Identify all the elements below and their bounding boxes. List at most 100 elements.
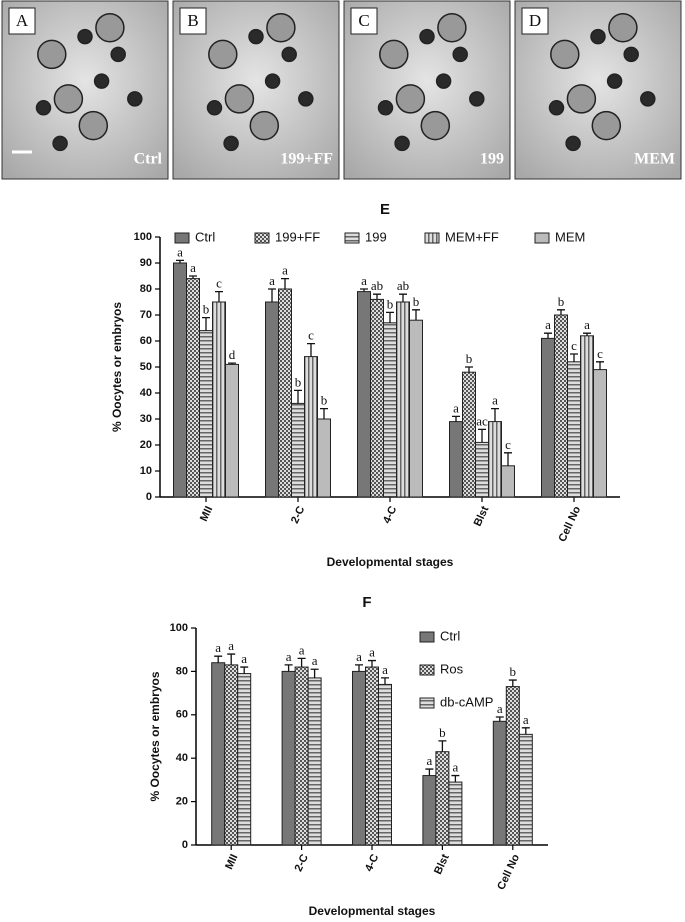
significance-letter: a	[177, 244, 183, 259]
error-bar	[508, 679, 517, 687]
bar	[365, 666, 379, 846]
error-bar	[381, 677, 389, 685]
bar	[554, 314, 568, 498]
bar	[593, 369, 607, 498]
significance-letter: a	[369, 645, 375, 660]
error-bar	[491, 407, 499, 422]
error-bar	[227, 653, 236, 665]
bar	[224, 664, 239, 846]
photo-caption: 199	[480, 151, 504, 168]
oocyte	[298, 91, 314, 107]
bar	[304, 356, 318, 498]
legend-swatch	[419, 631, 435, 643]
significance-letter: b	[203, 302, 210, 317]
bar	[541, 337, 555, 498]
y-tick-label: 60	[140, 335, 152, 347]
bar	[211, 662, 226, 846]
y-tick-label: 40	[140, 387, 152, 399]
error-bar	[294, 389, 302, 404]
error-bar	[425, 768, 434, 776]
oocyte	[77, 28, 93, 45]
y-tick-label: 70	[140, 309, 152, 321]
error-bar	[451, 774, 460, 783]
error-bar	[596, 361, 604, 370]
oocyte	[264, 73, 281, 89]
oocyte	[281, 46, 297, 63]
legend-swatch	[174, 232, 190, 244]
error-bar	[495, 716, 504, 722]
oocyte	[566, 84, 597, 114]
oocyte	[379, 39, 409, 70]
bar	[580, 335, 594, 498]
significance-letter: a	[282, 263, 288, 278]
bar	[422, 775, 437, 846]
bar	[435, 751, 450, 846]
legend-label: MEM	[555, 229, 585, 244]
photo-caption: Ctrl	[134, 151, 163, 168]
significance-letter: ab	[371, 278, 383, 293]
significance-letter: ac	[476, 413, 488, 428]
error-bar	[544, 332, 552, 339]
x-axis-label: Developmental stages	[327, 555, 454, 569]
photo-caption: 199+FF	[280, 151, 333, 168]
error-bar	[465, 366, 473, 373]
legend-swatch	[344, 232, 360, 244]
significance-letter: b	[321, 393, 328, 408]
error-bar	[268, 288, 276, 302]
bar	[518, 733, 533, 846]
legend-swatch	[419, 697, 435, 709]
bar	[357, 291, 371, 498]
oocyte	[469, 91, 485, 107]
legend-label: 199+FF	[275, 229, 320, 244]
error-bar	[373, 293, 381, 300]
error-bar	[202, 316, 210, 331]
oocyte	[590, 28, 606, 45]
x-tick-label: Cell No	[556, 504, 583, 544]
error-bar	[215, 290, 223, 302]
photo-label: C	[358, 11, 369, 30]
legend-swatch	[254, 232, 270, 244]
oocyte	[565, 135, 581, 152]
bar	[186, 278, 200, 498]
error-bar	[583, 332, 591, 336]
significance-letter: b	[510, 664, 517, 679]
y-tick-label: 80	[176, 665, 188, 677]
oocyte	[78, 110, 109, 141]
oocyte	[550, 39, 580, 70]
significance-letter: ab	[397, 278, 409, 293]
bar	[294, 666, 309, 846]
y-axis-label: % Oocytes or embryos	[148, 671, 162, 801]
significance-letter: d	[229, 347, 236, 362]
error-bar	[504, 452, 512, 466]
error-bar	[307, 342, 315, 357]
legend-swatch	[424, 232, 440, 244]
legend-swatch	[419, 664, 435, 676]
photo-label: D	[529, 11, 541, 30]
x-tick-label: 4-C	[363, 852, 381, 873]
x-tick-label: 2-C	[289, 504, 307, 525]
bar	[225, 363, 239, 498]
oocyte	[53, 84, 84, 114]
error-bar	[570, 353, 578, 362]
significance-letter: a	[453, 760, 459, 775]
legend-label: Ros	[440, 661, 464, 676]
label-box	[8, 7, 36, 35]
bar	[475, 441, 489, 498]
y-tick-label: 80	[140, 283, 152, 295]
error-bar	[399, 293, 407, 302]
oocyte	[591, 110, 622, 141]
significance-letter: a	[492, 393, 498, 408]
bar	[291, 402, 305, 498]
oocyte	[608, 12, 638, 43]
label-box	[521, 7, 549, 35]
bar	[307, 677, 322, 846]
x-tick-label: Blst	[432, 852, 452, 876]
bar	[199, 330, 213, 498]
oocyte	[606, 73, 623, 89]
bar	[352, 670, 366, 846]
bar	[409, 319, 423, 498]
y-tick-label: 0	[182, 839, 188, 851]
oocyte	[623, 46, 639, 63]
significance-letter: b	[466, 351, 473, 366]
